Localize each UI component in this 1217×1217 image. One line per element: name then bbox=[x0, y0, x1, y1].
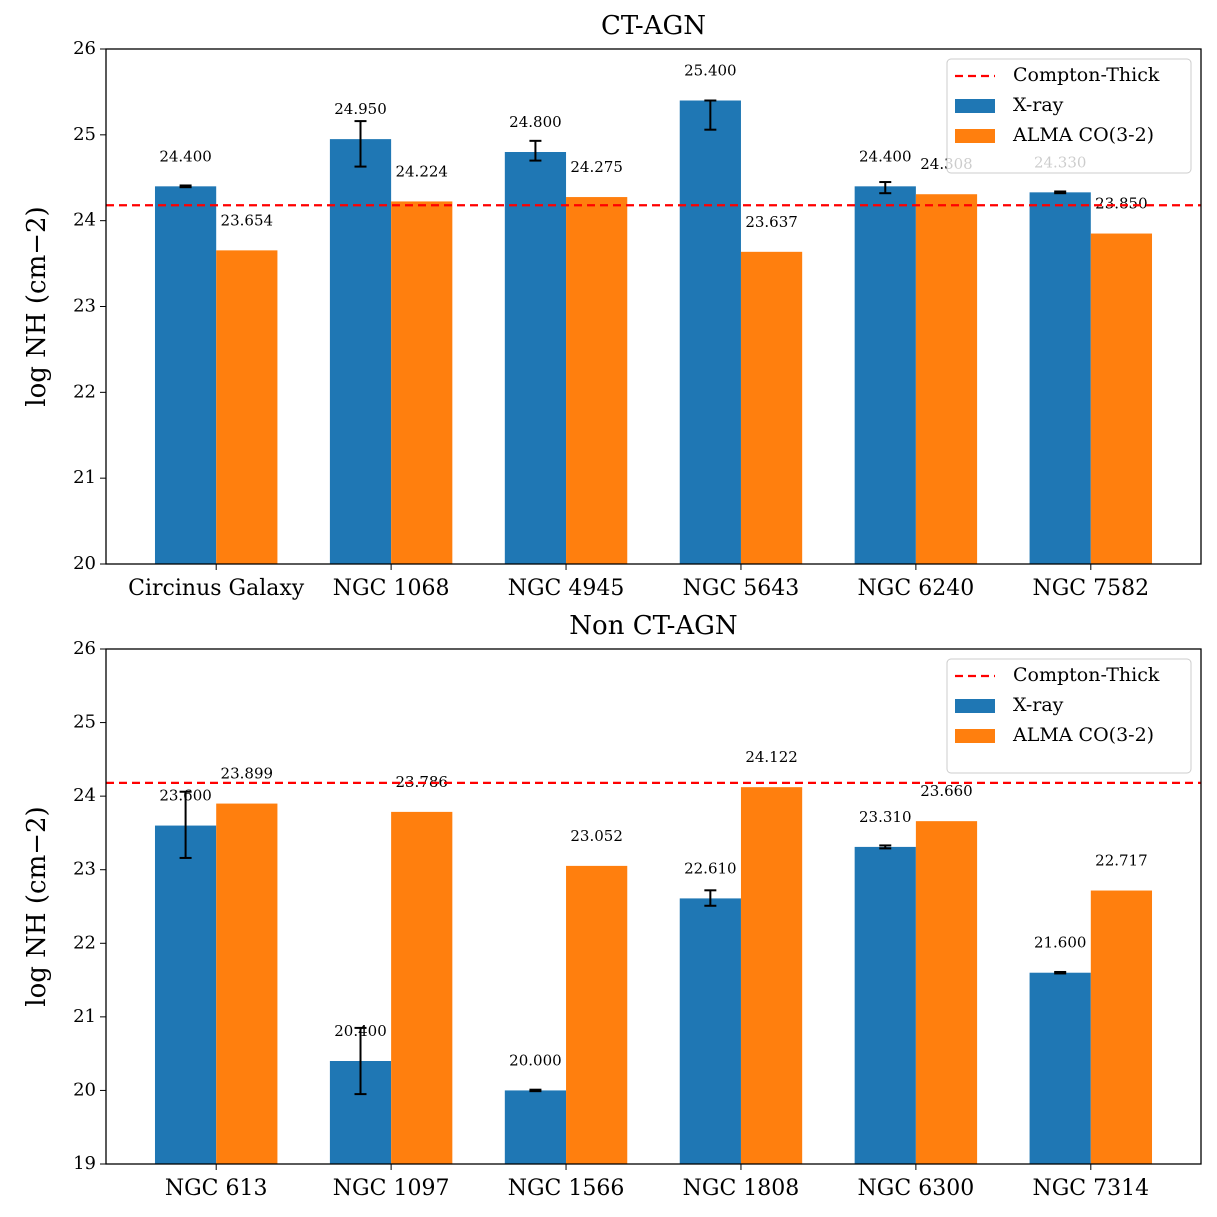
bar bbox=[854, 186, 916, 565]
value-label: 24.400 bbox=[159, 147, 212, 165]
y-tick-label: 22 bbox=[73, 381, 96, 402]
value-label: 23.660 bbox=[920, 782, 973, 800]
x-tick-label: NGC 7582 bbox=[1032, 576, 1149, 601]
y-tick-label: 24 bbox=[73, 785, 96, 806]
bar bbox=[504, 152, 567, 564]
bar bbox=[1090, 890, 1153, 1164]
bar bbox=[391, 201, 453, 564]
value-label: 23.310 bbox=[859, 808, 912, 826]
bar bbox=[216, 803, 278, 1164]
value-label: 24.224 bbox=[395, 162, 448, 180]
bar bbox=[1029, 192, 1091, 564]
bar bbox=[915, 821, 978, 1164]
chart-title: Non CT-AGN bbox=[569, 611, 737, 641]
value-label: 22.610 bbox=[684, 859, 737, 877]
value-label: 24.800 bbox=[509, 113, 562, 131]
y-tick-label: 23 bbox=[73, 859, 96, 880]
bar bbox=[740, 251, 803, 565]
y-tick-label: 22 bbox=[73, 932, 96, 953]
x-tick-label: NGC 1097 bbox=[333, 1176, 450, 1201]
y-tick-label: 20 bbox=[73, 553, 96, 574]
bar bbox=[566, 865, 628, 1164]
legend-label: Compton-Thick bbox=[1013, 64, 1160, 86]
value-label: 25.400 bbox=[684, 62, 737, 80]
legend-label: X-ray bbox=[1013, 694, 1064, 716]
value-label: 20.000 bbox=[509, 1051, 562, 1069]
y-axis-label: log NH (cm−2) bbox=[22, 206, 52, 406]
value-label: 22.717 bbox=[1095, 852, 1148, 870]
value-label: 23.637 bbox=[745, 213, 798, 231]
legend-label: Compton-Thick bbox=[1013, 664, 1160, 686]
y-tick-label: 23 bbox=[73, 296, 96, 317]
bar bbox=[1029, 972, 1091, 1164]
legend-swatch bbox=[955, 729, 995, 743]
x-tick-label: NGC 1566 bbox=[508, 1176, 625, 1201]
value-label: 23.654 bbox=[221, 211, 274, 229]
x-tick-label: NGC 7314 bbox=[1032, 1176, 1149, 1201]
x-tick-label: NGC 1068 bbox=[333, 576, 450, 601]
bar bbox=[1090, 233, 1153, 564]
y-tick-label: 19 bbox=[73, 1153, 96, 1174]
bar bbox=[679, 898, 741, 1164]
axes-frame bbox=[105, 648, 1202, 1165]
y-tick-label: 21 bbox=[73, 1006, 96, 1027]
legend-swatch bbox=[955, 99, 995, 113]
y-tick-label: 25 bbox=[73, 712, 96, 733]
y-tick-label: 25 bbox=[73, 124, 96, 145]
bar bbox=[504, 1090, 567, 1164]
bar bbox=[329, 139, 392, 564]
y-tick-label: 20 bbox=[73, 1079, 96, 1100]
bar bbox=[154, 186, 217, 565]
value-label: 24.950 bbox=[334, 100, 387, 118]
x-tick-label: NGC 1808 bbox=[683, 1176, 800, 1201]
value-label: 23.850 bbox=[1095, 195, 1148, 213]
bar bbox=[679, 100, 741, 564]
bar bbox=[740, 787, 803, 1164]
y-tick-label: 24 bbox=[73, 210, 96, 231]
chart-title: CT-AGN bbox=[601, 11, 706, 41]
bar bbox=[566, 197, 628, 564]
legend-label: ALMA CO(3-2) bbox=[1012, 124, 1154, 146]
legend-box bbox=[946, 58, 1192, 174]
x-tick-label: Circinus Galaxy bbox=[128, 576, 305, 601]
bar bbox=[391, 811, 453, 1164]
legend-label: ALMA CO(3-2) bbox=[1012, 724, 1154, 746]
bar bbox=[154, 825, 217, 1164]
value-label: 23.052 bbox=[570, 827, 623, 845]
legend-box bbox=[946, 658, 1192, 774]
x-tick-label: NGC 5643 bbox=[683, 576, 800, 601]
value-label: 24.122 bbox=[745, 748, 798, 766]
value-label: 24.275 bbox=[570, 158, 623, 176]
x-tick-label: NGC 613 bbox=[165, 1176, 268, 1201]
axes-frame bbox=[105, 48, 1202, 565]
x-tick-label: NGC 6240 bbox=[858, 576, 975, 601]
legend-label: X-ray bbox=[1013, 94, 1064, 116]
x-tick-label: NGC 6300 bbox=[858, 1176, 975, 1201]
y-tick-label: 26 bbox=[73, 38, 96, 59]
bar bbox=[915, 194, 978, 565]
y-tick-label: 26 bbox=[73, 638, 96, 659]
legend-swatch bbox=[955, 699, 995, 713]
x-tick-label: NGC 4945 bbox=[508, 576, 625, 601]
bar bbox=[854, 846, 916, 1164]
value-label: 24.400 bbox=[859, 147, 912, 165]
bar bbox=[216, 250, 278, 565]
value-label: 21.600 bbox=[1034, 934, 1087, 952]
value-label: 23.899 bbox=[221, 765, 274, 783]
y-tick-label: 21 bbox=[73, 467, 96, 488]
y-axis-label: log NH (cm−2) bbox=[22, 806, 52, 1006]
legend-swatch bbox=[955, 129, 995, 143]
